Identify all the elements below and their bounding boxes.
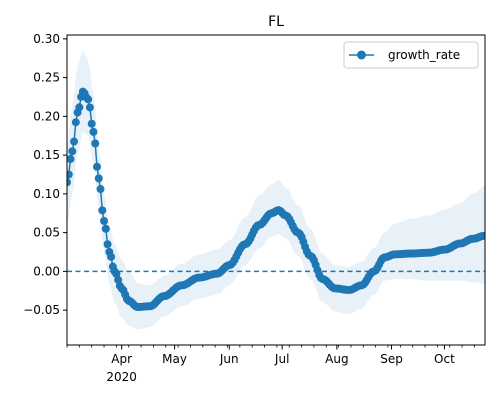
x-tick-label: Jul — [274, 352, 289, 366]
series-marker-layer — [67, 87, 485, 312]
data-point — [103, 240, 112, 249]
data-point — [70, 137, 79, 146]
y-tick-label: 0.10 — [33, 187, 60, 201]
data-point — [89, 127, 98, 136]
x-tick-label: Sep — [380, 352, 403, 366]
y-tick-label: 0.15 — [33, 148, 60, 162]
chart-title: FL — [268, 14, 284, 30]
data-point — [85, 103, 94, 112]
data-point — [87, 119, 96, 128]
confidence-band-layer — [67, 50, 485, 330]
legend-box — [343, 41, 479, 69]
y-tick-label: 0.20 — [33, 109, 60, 123]
data-point — [91, 139, 100, 148]
data-point — [100, 217, 109, 225]
data-point — [107, 252, 116, 261]
x-tick-label: May — [162, 352, 187, 366]
data-point — [67, 155, 75, 163]
y-tick-label: 0.05 — [33, 226, 60, 240]
x-tick-label: Oct — [434, 352, 455, 366]
y-tick-label: −0.05 — [23, 303, 60, 317]
data-point — [481, 231, 485, 240]
x-tick-label: Aug — [325, 352, 348, 366]
y-tick-label: 0.00 — [33, 264, 60, 278]
data-point — [67, 178, 71, 187]
y-axis: −0.05 0.00 0.05 0.10 0.15 0.20 0.25 0.30 — [23, 32, 67, 317]
data-point — [96, 185, 105, 194]
y-tick-label: 0.30 — [33, 32, 60, 46]
data-point — [98, 206, 107, 215]
x-axis: Apr 2020 May Jun Jul Aug Sep Oct — [66, 345, 475, 384]
data-point — [94, 174, 103, 183]
x-tick-label: Jun — [219, 352, 239, 366]
data-point — [67, 170, 73, 179]
confidence-band — [67, 50, 485, 330]
y-tick-label: 0.25 — [33, 71, 60, 85]
data-point — [92, 162, 101, 171]
data-point — [71, 118, 80, 127]
x-tick-year-label: 2020 — [106, 370, 137, 384]
plot-frame — [66, 34, 486, 346]
legend-marker-swatch — [357, 50, 366, 60]
legend: growth_rate — [343, 41, 479, 69]
data-point — [114, 275, 123, 284]
data-point — [101, 224, 110, 233]
x-tick-label: Apr — [111, 352, 132, 366]
data-point — [112, 269, 121, 278]
legend-label-growth-rate: growth_rate — [388, 48, 460, 62]
data-point — [68, 147, 77, 156]
data-point — [75, 103, 84, 112]
data-point — [84, 95, 93, 104]
